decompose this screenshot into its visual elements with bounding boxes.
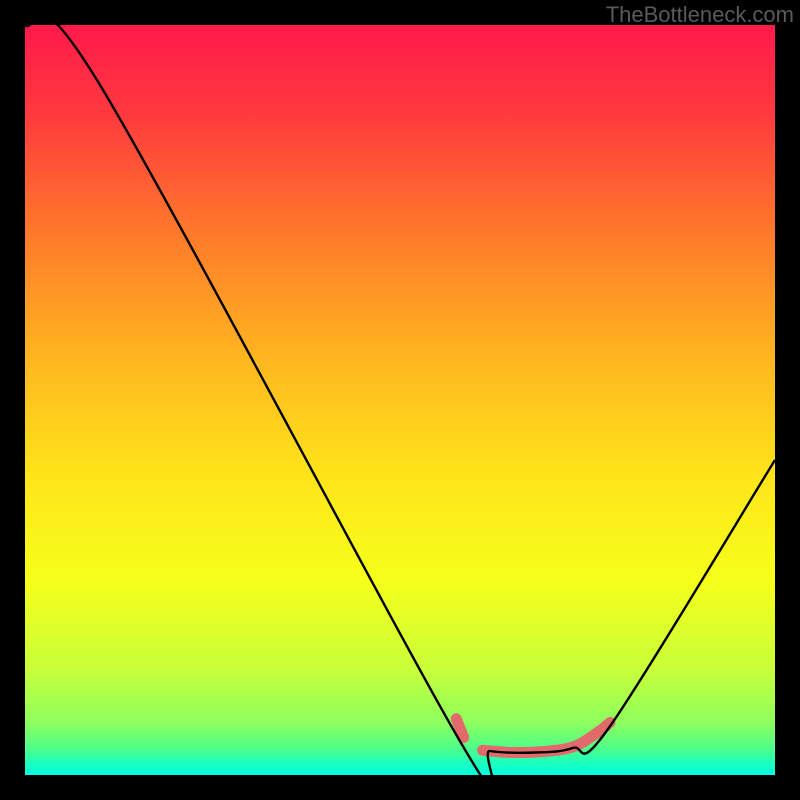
plot-area xyxy=(25,25,775,775)
chart-svg xyxy=(25,25,775,775)
chart-container: TheBottleneck.com xyxy=(0,0,800,800)
bottleneck-curve xyxy=(25,25,775,775)
highlight-segment xyxy=(483,723,611,753)
watermark-text: TheBottleneck.com xyxy=(606,2,794,28)
